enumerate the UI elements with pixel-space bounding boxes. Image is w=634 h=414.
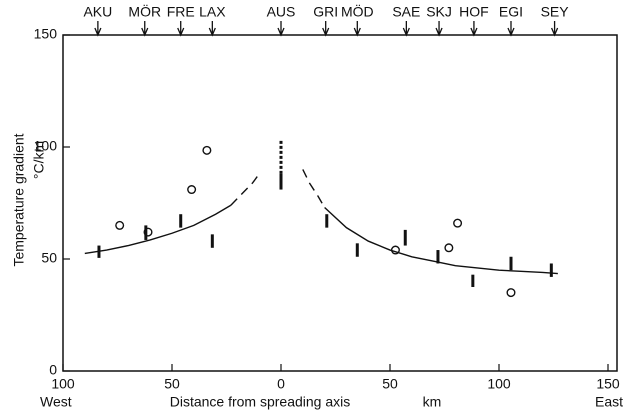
x-tick-label: 150	[596, 376, 620, 392]
x-tick-label: 50	[164, 376, 180, 392]
station-arrow	[402, 21, 410, 37]
fit-curve	[302, 169, 326, 208]
plot-frame	[62, 34, 618, 372]
station-arrow	[177, 21, 185, 37]
station-arrow	[470, 21, 478, 37]
station-arrow	[208, 21, 216, 37]
point	[115, 220, 125, 230]
y-unit: °C/km	[31, 141, 47, 179]
point	[143, 227, 153, 237]
station-label: HOF	[459, 4, 489, 20]
fit-curve	[84, 204, 232, 255]
station-label: AUS	[267, 4, 296, 20]
station-label: SAE	[392, 4, 420, 20]
x-tick-label: 0	[277, 376, 285, 392]
x-unit: km	[423, 394, 442, 410]
station-arrow	[94, 21, 102, 37]
station-arrow	[353, 21, 361, 37]
point	[444, 243, 454, 253]
station-label: AKU	[83, 4, 112, 20]
station-label: MÖD	[341, 3, 374, 20]
station-label: SKJ	[426, 4, 452, 20]
station-arrow	[141, 21, 149, 37]
point	[453, 218, 463, 228]
point	[202, 145, 212, 155]
station-label: LAX	[199, 4, 226, 20]
station-arrow	[507, 21, 515, 37]
y-tick-label: 50	[41, 250, 57, 266]
y-tick-label: 0	[49, 362, 57, 378]
y-tick-label: 150	[34, 26, 58, 42]
x-left-label: West	[40, 394, 72, 410]
y-label: Temperature gradient	[11, 133, 27, 266]
station-label: FRE	[167, 4, 195, 20]
x-tick-label: 100	[51, 376, 75, 392]
station-arrow	[322, 21, 330, 37]
station-label: GRI	[313, 4, 338, 20]
point	[506, 288, 516, 298]
station-label: EGI	[499, 4, 523, 20]
station-label: SEY	[541, 4, 570, 20]
station-label: MÖR	[128, 3, 161, 20]
station-arrow	[550, 21, 559, 37]
y-tick-label: 100	[34, 138, 58, 154]
x-right-label: East	[595, 394, 623, 410]
x-tick-label: 100	[487, 376, 511, 392]
x-tick-label: 50	[382, 376, 398, 392]
point	[187, 185, 197, 195]
station-arrow	[277, 21, 285, 37]
x-label: Distance from spreading axis	[170, 394, 351, 410]
fit-curve	[230, 173, 260, 206]
station-arrow	[435, 21, 443, 37]
fit-curve	[324, 206, 558, 275]
